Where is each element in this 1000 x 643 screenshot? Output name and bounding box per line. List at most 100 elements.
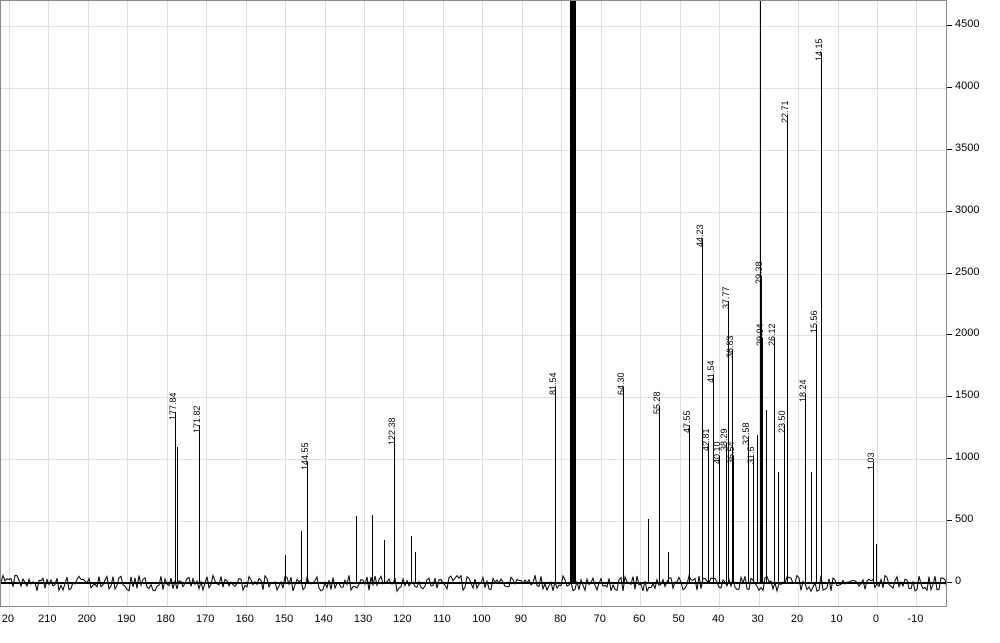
y-tick-mark	[947, 396, 952, 397]
x-tick-label: 0	[873, 613, 879, 625]
x-tick-label: 40	[712, 613, 724, 625]
peak-tick	[805, 394, 806, 404]
peak-tick	[748, 437, 749, 447]
peak-tick	[761, 276, 762, 286]
x-tick-label: 110	[433, 613, 451, 625]
x-tick-label: 200	[78, 613, 96, 625]
x-tick-label: 20	[791, 613, 803, 625]
peak-tick	[873, 462, 874, 472]
peak-line	[876, 544, 877, 584]
y-tick-label: 2500	[955, 266, 979, 278]
peak-line	[394, 447, 395, 583]
peak-tick	[623, 387, 624, 397]
x-tick-label: 140	[314, 613, 332, 625]
y-tick-label: 0	[955, 575, 961, 587]
peak-line	[728, 311, 729, 584]
peak-tick	[726, 443, 727, 453]
peak-tick	[307, 462, 308, 472]
peak-line	[372, 515, 373, 583]
peak-line	[199, 435, 200, 584]
x-tick-label: 20	[2, 613, 14, 625]
y-tick-label: 500	[955, 513, 973, 525]
peak-line	[623, 397, 624, 583]
peak-tick	[733, 456, 734, 466]
peak-tick	[774, 338, 775, 348]
x-tick-label: 100	[472, 613, 490, 625]
peak-line	[748, 447, 749, 583]
peak-line	[668, 552, 669, 583]
peak-line	[356, 516, 357, 583]
y-tick-label: 4500	[955, 18, 979, 30]
peak-line	[787, 125, 788, 583]
peak-tick	[555, 387, 556, 397]
x-tick-label: -10	[907, 613, 923, 625]
peak-tick	[713, 375, 714, 385]
peak-line	[415, 552, 416, 583]
plot-area: 177.84171.82144.55122.3881.5464.3055.284…	[0, 0, 947, 607]
peak-line	[816, 335, 817, 583]
peak-line	[821, 63, 822, 583]
x-tick-label: 80	[554, 613, 566, 625]
peak-line	[719, 466, 720, 584]
peak-line	[384, 540, 385, 583]
peak-line	[726, 453, 727, 583]
peak-line	[555, 397, 556, 583]
peak-tick	[816, 325, 817, 335]
peak-tick	[175, 412, 176, 422]
peak-line	[659, 416, 660, 583]
peak-tick	[760, 0, 761, 1]
peak-line	[689, 435, 690, 584]
peak-line	[805, 404, 806, 584]
peak-line	[411, 536, 412, 583]
x-tick-label: 210	[38, 613, 56, 625]
y-tick-label: 1000	[955, 451, 979, 463]
y-tick-mark	[947, 582, 952, 583]
nmr-spectrum-chart: 177.84171.82144.55122.3881.5464.3055.284…	[0, 0, 1000, 643]
x-tick-label: 160	[235, 613, 253, 625]
peak-line	[774, 348, 775, 583]
peak-tick	[659, 406, 660, 416]
solvent-peak	[570, 1, 576, 583]
y-tick-mark	[947, 149, 952, 150]
peak-line	[873, 472, 874, 583]
peak-tick	[821, 53, 822, 63]
x-tick-label: 30	[751, 613, 763, 625]
y-tick-mark	[947, 211, 952, 212]
peak-line	[285, 555, 286, 583]
peak-tick	[719, 456, 720, 466]
peak-tick	[784, 425, 785, 435]
y-tick-mark	[947, 334, 952, 335]
x-tick-label: 10	[830, 613, 842, 625]
x-tick-label: 90	[515, 613, 527, 625]
y-tick-label: 1500	[955, 389, 979, 401]
peak-line	[177, 447, 178, 583]
peak-tick	[753, 456, 754, 466]
x-tick-label: 130	[354, 613, 372, 625]
y-tick-label: 3000	[955, 204, 979, 216]
peak-tick	[702, 239, 703, 249]
peak-line	[811, 472, 812, 583]
x-tick-label: 180	[157, 613, 175, 625]
x-tick-label: 120	[393, 613, 411, 625]
peak-line	[708, 453, 709, 583]
y-tick-label: 4000	[955, 80, 979, 92]
x-tick-label: 150	[275, 613, 293, 625]
peak-line	[713, 385, 714, 583]
peak-tick	[762, 338, 763, 348]
y-tick-mark	[947, 273, 952, 274]
y-tick-mark	[947, 458, 952, 459]
peak-line	[301, 531, 302, 583]
y-tick-label: 3500	[955, 142, 979, 154]
peak-tick	[394, 437, 395, 447]
peak-tick	[728, 301, 729, 311]
x-tick-label: 50	[673, 613, 685, 625]
y-tick-mark	[947, 520, 952, 521]
peak-line	[766, 410, 767, 583]
peak-line	[757, 435, 758, 584]
peak-tick	[689, 425, 690, 435]
peak-line	[307, 472, 308, 583]
y-tick-mark	[947, 87, 952, 88]
x-tick-label: 170	[196, 613, 214, 625]
x-tick-label: 190	[117, 613, 135, 625]
peak-tick	[708, 443, 709, 453]
